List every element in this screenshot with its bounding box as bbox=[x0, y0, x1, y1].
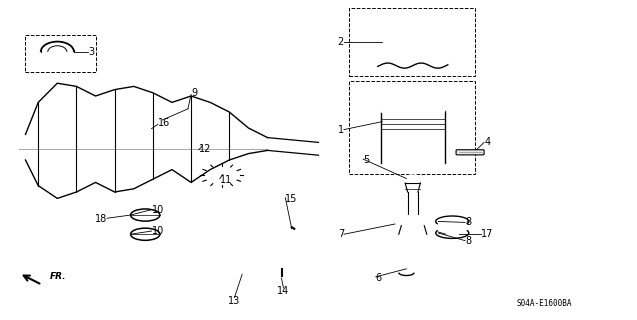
Text: 14: 14 bbox=[277, 286, 290, 296]
FancyBboxPatch shape bbox=[456, 150, 484, 155]
Text: 9: 9 bbox=[191, 88, 197, 99]
Text: 7: 7 bbox=[338, 229, 344, 239]
Text: 5: 5 bbox=[363, 155, 369, 165]
Text: 4: 4 bbox=[484, 137, 490, 148]
Ellipse shape bbox=[404, 175, 422, 182]
Text: 1: 1 bbox=[338, 124, 344, 135]
Text: S04A-E1600BA: S04A-E1600BA bbox=[517, 299, 573, 308]
Bar bbox=[349, 8, 475, 76]
Ellipse shape bbox=[381, 108, 445, 115]
Text: 8: 8 bbox=[465, 217, 471, 228]
Ellipse shape bbox=[395, 215, 431, 228]
Text: 12: 12 bbox=[199, 144, 211, 154]
Text: 2: 2 bbox=[338, 37, 344, 47]
Text: 16: 16 bbox=[158, 118, 170, 128]
Text: 8: 8 bbox=[465, 236, 471, 246]
Text: 13: 13 bbox=[228, 296, 241, 307]
Text: 6: 6 bbox=[376, 273, 382, 284]
Text: 17: 17 bbox=[481, 229, 493, 239]
Bar bbox=[349, 81, 475, 174]
Text: 10: 10 bbox=[152, 204, 164, 215]
Text: 18: 18 bbox=[95, 214, 107, 224]
Text: 3: 3 bbox=[88, 47, 94, 57]
Text: FR.: FR. bbox=[50, 272, 66, 281]
Text: 10: 10 bbox=[152, 226, 164, 236]
Bar bbox=[25, 35, 96, 72]
Text: 11: 11 bbox=[220, 175, 232, 185]
Text: 15: 15 bbox=[285, 194, 297, 204]
